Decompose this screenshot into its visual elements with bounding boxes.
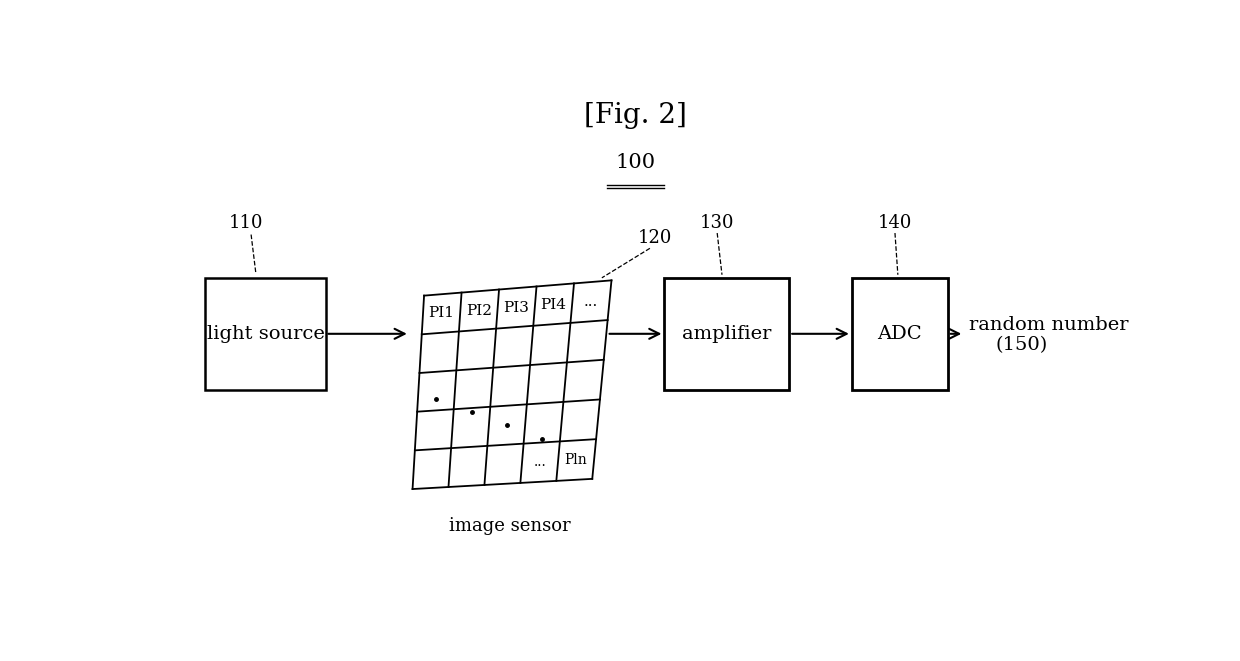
Bar [206, 278, 326, 390]
Text: random number: random number [968, 316, 1128, 334]
Text: 130: 130 [699, 214, 734, 232]
Text: 120: 120 [637, 229, 672, 247]
Text: 110: 110 [229, 214, 264, 232]
Text: PI4: PI4 [541, 297, 567, 311]
Text: light source: light source [207, 325, 325, 343]
Bar [665, 278, 789, 390]
Text: ...: ... [533, 455, 547, 469]
Text: (150): (150) [996, 336, 1048, 354]
Text: 140: 140 [878, 214, 913, 232]
Text: ...: ... [584, 295, 598, 309]
Bar [852, 278, 947, 390]
Text: PI3: PI3 [503, 301, 529, 315]
Text: 100: 100 [615, 153, 656, 172]
Text: ADC: ADC [878, 325, 923, 343]
Text: PI1: PI1 [429, 307, 455, 321]
Text: amplifier: amplifier [682, 325, 771, 343]
Text: image sensor: image sensor [449, 517, 570, 535]
Text: [Fig. 2]: [Fig. 2] [584, 102, 687, 129]
Text: PI2: PI2 [466, 303, 492, 317]
Text: Pln: Pln [564, 453, 588, 467]
